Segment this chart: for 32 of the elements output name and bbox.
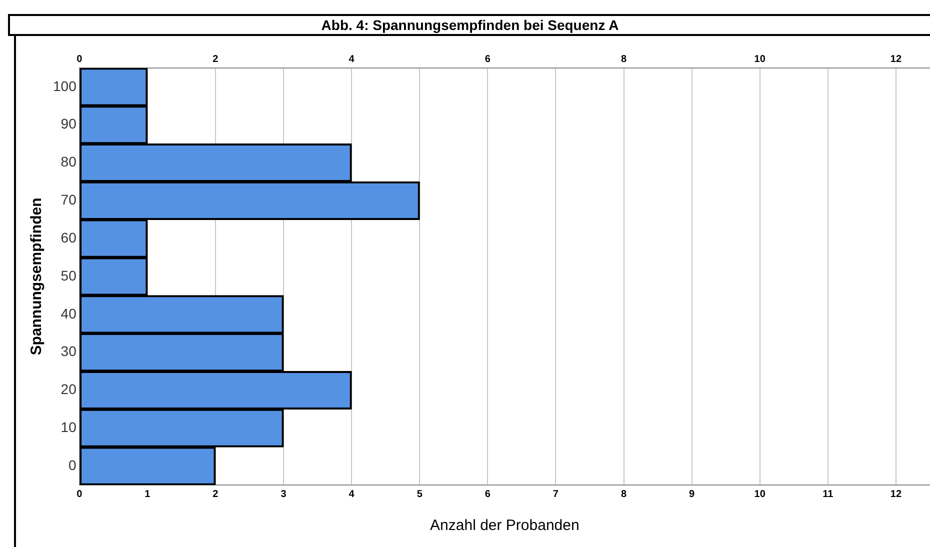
y-tick-label: 60: [60, 229, 77, 246]
x2-tick-label: 2: [212, 54, 219, 65]
x2-tick-label: 4: [348, 54, 355, 65]
x-tick-label: 1: [144, 488, 151, 500]
x2-tick-label: 8: [620, 54, 627, 65]
y-tick-label: 40: [60, 305, 77, 322]
y-tick-label: 10: [60, 418, 77, 435]
x-tick-label: 3: [280, 488, 287, 500]
y-tick-label: 100: [53, 78, 77, 94]
x-tick-label: 8: [620, 488, 627, 500]
x-tick-label: 7: [552, 488, 559, 500]
x-tick-label: 5: [416, 488, 423, 500]
y-tick-label: 90: [60, 116, 77, 132]
x-tick-label: 2: [212, 488, 219, 500]
x-tick-label: 6: [484, 488, 491, 500]
y-tick-label: 30: [60, 343, 77, 360]
x2-tick-label: 12: [890, 54, 902, 65]
x-tick-label: 11: [822, 488, 834, 500]
x-axis-title: Anzahl der Probanden: [430, 517, 580, 534]
chart-title: Abb. 4: Spannungsempfinden bei Sequenz A: [321, 17, 619, 33]
y-axis-title: Spannungsempfinden: [28, 198, 46, 356]
x-tick-label: 12: [890, 488, 902, 500]
x-tick-label: 9: [689, 488, 696, 500]
y-tick-label: 0: [68, 456, 77, 473]
y-tick-label: 70: [60, 192, 77, 208]
x2-tick-label: 10: [754, 54, 766, 65]
x2-tick-label: 6: [484, 54, 491, 65]
x-tick-label: 10: [754, 488, 766, 500]
y-tick-label: 50: [60, 267, 77, 284]
y-tick-label: 20: [60, 381, 77, 398]
y-tick-label: 80: [60, 154, 77, 170]
x-tick-label: 4: [348, 488, 355, 500]
